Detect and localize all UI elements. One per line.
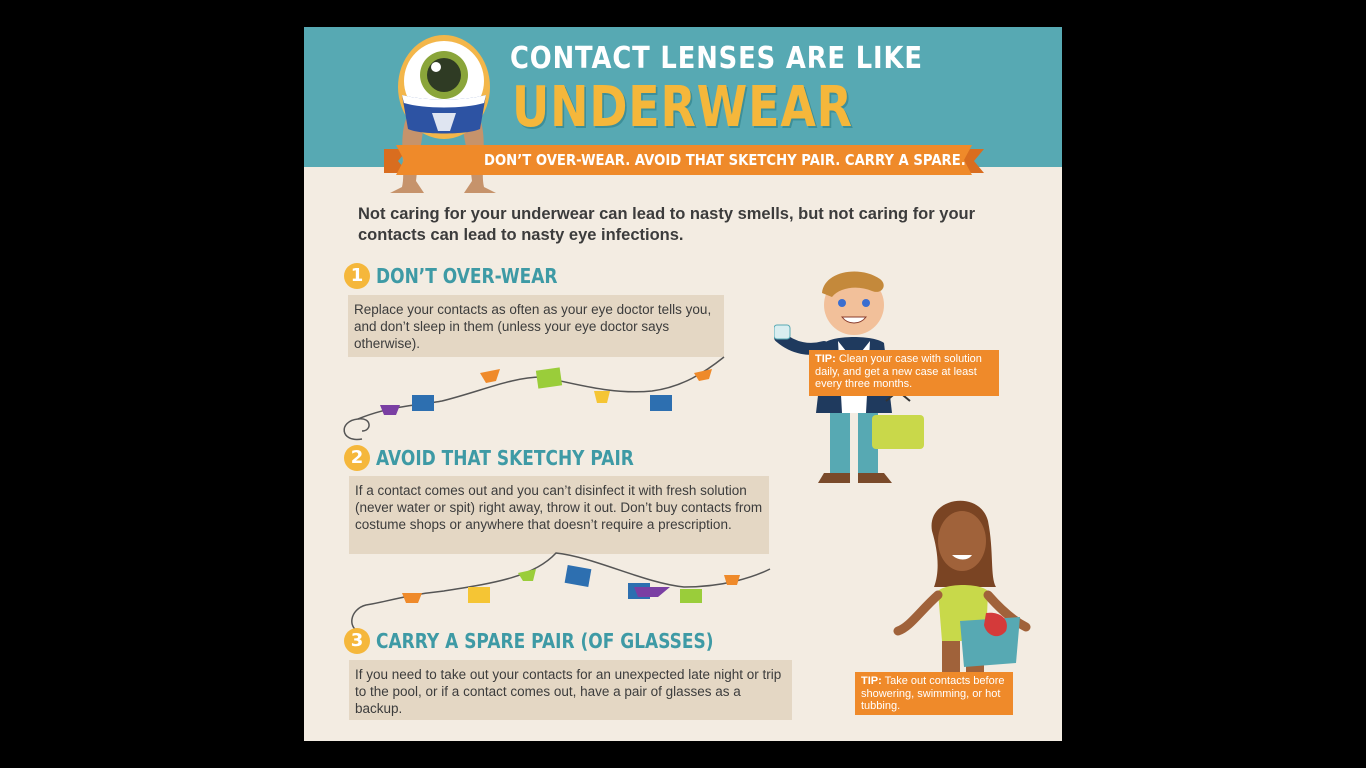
clothesline-1-illustration — [343, 356, 725, 441]
section-1-body: Replace your contacts as often as your e… — [348, 295, 724, 357]
section-3-body: If you need to take out your contacts fo… — [349, 660, 792, 720]
infographic: CONTACT LENSES ARE LIKE UNDERWEAR DON’T … — [304, 27, 1062, 741]
tip-1-label: TIP: — [815, 353, 836, 365]
subtitle-banner: DON’T OVER-WEAR. AVOID THAT SKETCHY PAIR… — [384, 145, 984, 175]
section-2-body: If a contact comes out and you can’t dis… — [349, 476, 769, 554]
section-2-title: AVOID THAT SKETCHY PAIR — [376, 446, 634, 470]
section-3-title: CARRY A SPARE PAIR (OF GLASSES) — [376, 629, 714, 653]
tip-2: TIP: Take out contacts before showering,… — [855, 672, 1013, 715]
tip-1: TIP: Clean your case with solution daily… — [809, 350, 999, 396]
section-1-title: DON’T OVER-WEAR — [376, 264, 558, 288]
intro-text: Not caring for your underwear can lead t… — [358, 205, 976, 244]
title-line-2: UNDERWEAR — [512, 75, 853, 140]
section-3-number: 3 — [344, 628, 370, 654]
section-2-number: 2 — [344, 445, 370, 471]
title-line-1: CONTACT LENSES ARE LIKE — [510, 41, 923, 76]
banner-text: DON’T OVER-WEAR. AVOID THAT SKETCHY PAIR… — [484, 151, 966, 169]
clothesline-2-illustration — [351, 552, 771, 634]
tip-2-label: TIP: — [861, 675, 882, 687]
tip-2-text: Take out contacts before showering, swim… — [861, 675, 1005, 712]
section-1-number: 1 — [344, 263, 370, 289]
tip-1-text: Clean your case with solution daily, and… — [815, 353, 982, 390]
